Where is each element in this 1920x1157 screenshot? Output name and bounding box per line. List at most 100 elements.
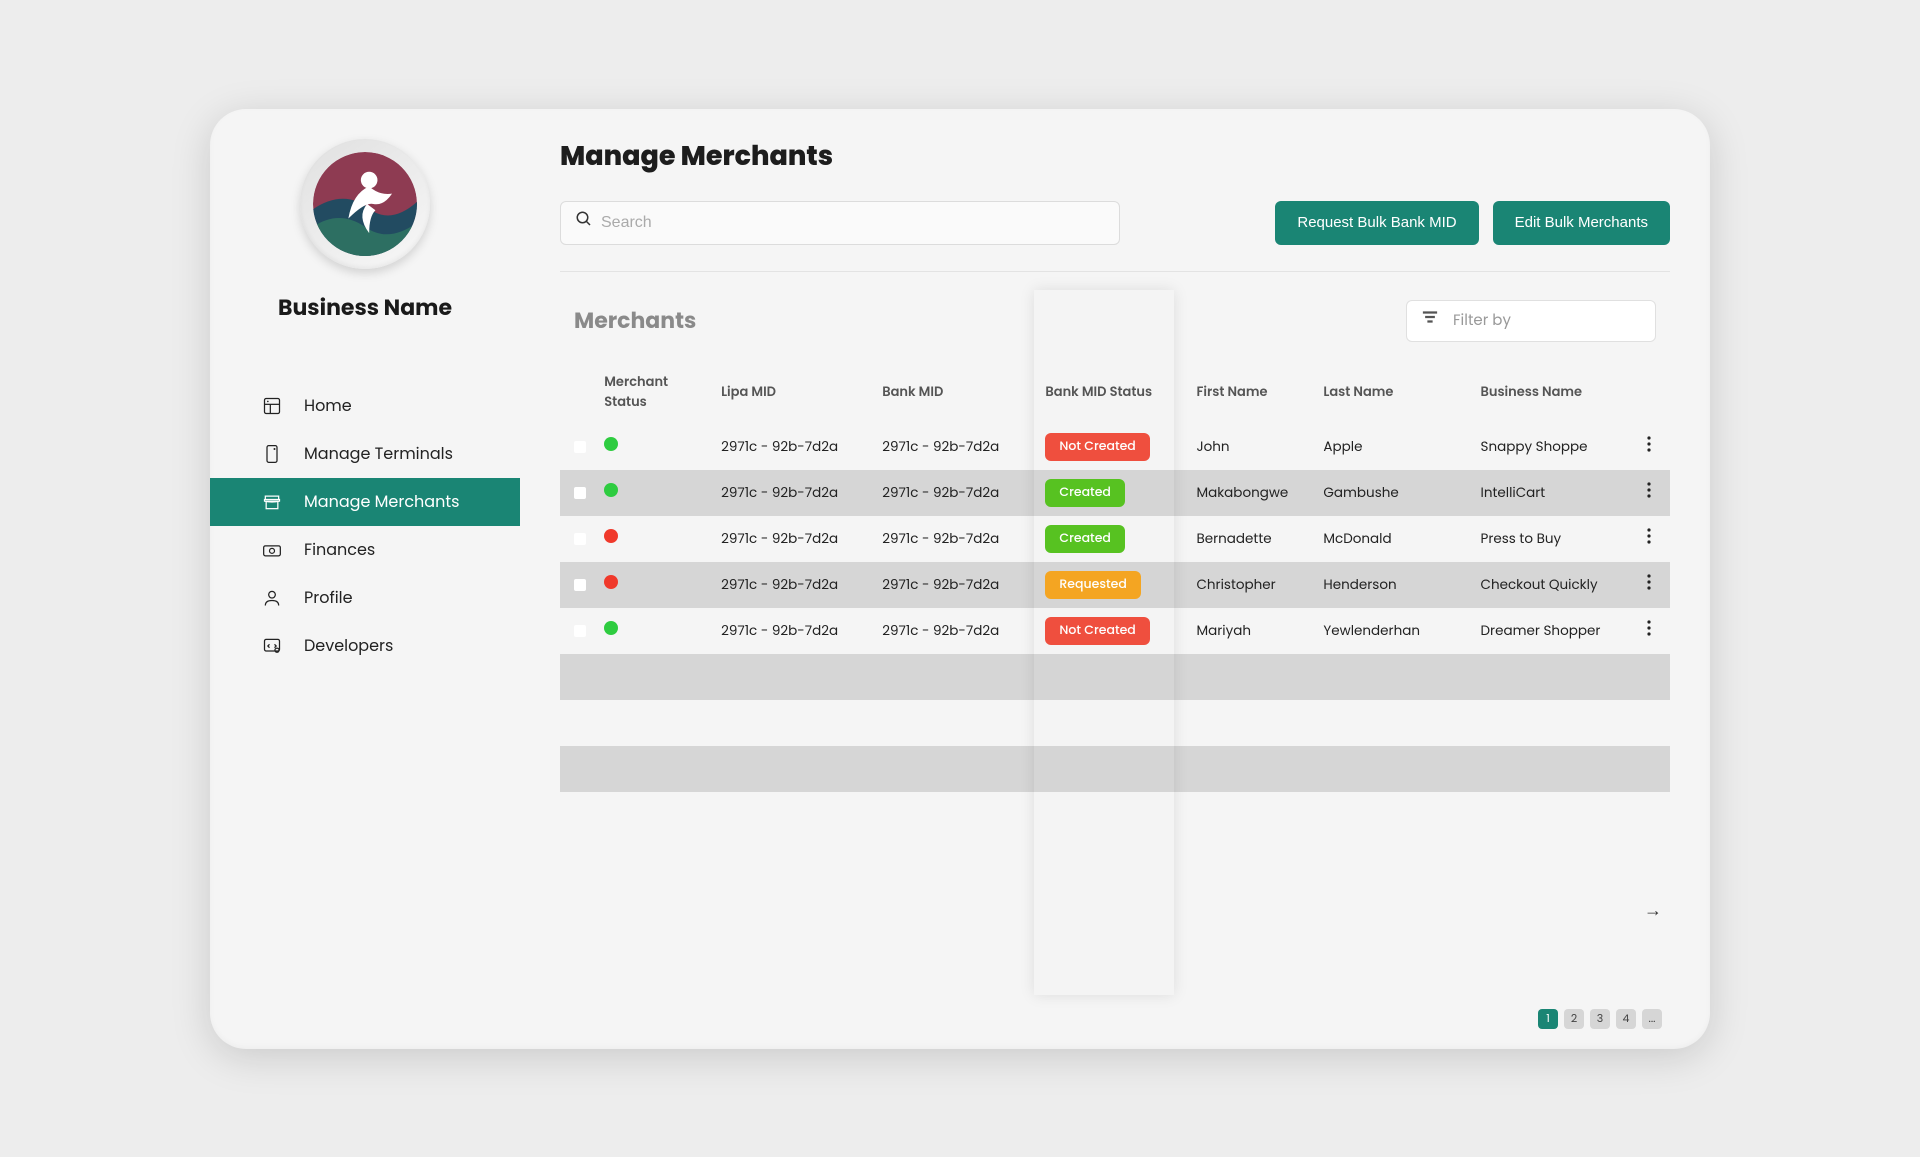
cell-last-name: Gambushe [1315, 470, 1472, 516]
table-row-empty [560, 746, 1670, 792]
home-icon [262, 396, 282, 416]
cell-first-name: John [1188, 424, 1315, 470]
sidebar-item-label: Manage Terminals [304, 441, 453, 466]
search-icon [575, 210, 601, 235]
cell-lipa-mid: 2971c - 92b-7d2a [713, 562, 874, 608]
cell-bank-mid: 2971c - 92b-7d2a [874, 562, 1037, 608]
cell-first-name: Bernadette [1188, 516, 1315, 562]
cell-lipa-mid: 2971c - 92b-7d2a [713, 516, 874, 562]
sidebar-item-label: Manage Merchants [304, 489, 460, 514]
row-checkbox[interactable] [574, 579, 586, 591]
page-1[interactable]: 1 [1538, 1009, 1558, 1029]
cell-bank-mid: 2971c - 92b-7d2a [874, 470, 1037, 516]
row-menu-icon[interactable] [1642, 480, 1656, 505]
search-input[interactable] [601, 214, 1105, 232]
col-merchant-status: Merchant Status [596, 360, 713, 424]
row-checkbox[interactable] [574, 533, 586, 545]
merchants-panel: Merchants Filter by Merchant Status L [560, 300, 1670, 1029]
row-checkbox[interactable] [574, 487, 586, 499]
cell-bank-mid: 2971c - 92b-7d2a [874, 424, 1037, 470]
row-menu-icon[interactable] [1642, 526, 1656, 551]
sidebar-item-finances[interactable]: Finances [210, 526, 520, 574]
cell-business-name: Dreamer Shopper [1473, 608, 1634, 654]
table-row[interactable]: 2971c - 92b-7d2a2971c - 92b-7d2a Requeste… [560, 562, 1670, 608]
sidebar-item-profile[interactable]: Profile [210, 574, 520, 622]
row-menu-icon[interactable] [1642, 618, 1656, 643]
col-first-name: First Name [1188, 360, 1315, 424]
sidebar: Business Name Home Manage Terminals Manage… [210, 109, 520, 1049]
table-row[interactable]: 2971c - 92b-7d2a2971c - 92b-7d2a Not Crea… [560, 424, 1670, 470]
sidebar-item-manage-merchants[interactable]: Manage Merchants [210, 478, 520, 526]
sidebar-item-label: Finances [304, 537, 375, 562]
finance-icon [262, 540, 282, 560]
logo-graphic [313, 152, 417, 256]
sidebar-item-home[interactable]: Home [210, 382, 520, 430]
col-bank-mid: Bank MID [874, 360, 1037, 424]
toolbar: Request Bulk Bank MID Edit Bulk Merchant… [560, 201, 1670, 272]
edit-bulk-merchants-button[interactable]: Edit Bulk Merchants [1493, 201, 1670, 245]
merchants-table: Merchant Status Lipa MID Bank MID Bank M… [560, 360, 1670, 792]
merchant-status-dot [604, 483, 618, 497]
cell-business-name: Checkout Quickly [1473, 562, 1634, 608]
cell-bank-mid: 2971c - 92b-7d2a [874, 516, 1037, 562]
table-row[interactable]: 2971c - 92b-7d2a2971c - 92b-7d2aCreatedM… [560, 470, 1670, 516]
page-2[interactable]: 2 [1564, 1009, 1584, 1029]
merchant-icon [262, 492, 282, 512]
merchant-status-dot [604, 575, 618, 589]
cell-business-name: Snappy Shoppe [1473, 424, 1634, 470]
cell-lipa-mid: 2971c - 92b-7d2a [713, 424, 874, 470]
filter-button[interactable]: Filter by [1406, 300, 1656, 342]
device-frame: Business Name Home Manage Terminals Manage… [210, 109, 1710, 1049]
cell-last-name: McDonald [1315, 516, 1472, 562]
sidebar-item-label: Profile [304, 585, 353, 610]
page-...[interactable]: ... [1642, 1009, 1662, 1029]
panel-title: Merchants [574, 304, 696, 337]
dev-icon [262, 636, 282, 656]
bank-mid-status-badge: Created [1045, 479, 1125, 507]
cell-first-name: Mariyah [1188, 608, 1315, 654]
filter-label: Filter by [1453, 309, 1511, 332]
filter-icon [1421, 308, 1439, 333]
row-checkbox[interactable] [574, 625, 586, 637]
sidebar-item-label: Home [304, 393, 352, 418]
table-footer: → 1234... [560, 967, 1670, 1029]
merchant-status-dot [604, 529, 618, 543]
request-bulk-mid-button[interactable]: Request Bulk Bank MID [1275, 201, 1478, 245]
page-4[interactable]: 4 [1616, 1009, 1636, 1029]
row-checkbox[interactable] [574, 441, 586, 453]
cell-bank-mid: 2971c - 92b-7d2a [874, 608, 1037, 654]
table-row[interactable]: 2971c - 92b-7d2a2971c - 92b-7d2a Created B… [560, 516, 1670, 562]
row-menu-icon[interactable] [1642, 572, 1656, 597]
page-title: Manage Merchants [560, 137, 1670, 177]
cell-lipa-mid: 2971c - 92b-7d2a [713, 470, 874, 516]
table-row[interactable]: 2971c - 92b-7d2a2971c - 92b-7d2a Not Crea… [560, 608, 1670, 654]
col-bank-mid-status: Bank MID Status [1037, 360, 1188, 424]
logo [300, 139, 430, 269]
scroll-right-arrow[interactable]: → [1644, 897, 1662, 924]
table-row-empty [560, 700, 1670, 746]
sidebar-item-manage-terminals[interactable]: Manage Terminals [210, 430, 520, 478]
page-3[interactable]: 3 [1590, 1009, 1610, 1029]
bank-mid-status-badge: Not Created [1045, 617, 1149, 645]
terminal-icon [262, 444, 282, 464]
cell-lipa-mid: 2971c - 92b-7d2a [713, 608, 874, 654]
pagination: 1234... [1538, 1009, 1662, 1029]
search-box[interactable] [560, 201, 1120, 245]
bank-mid-status-badge: Created [1045, 525, 1125, 553]
col-business-name: Business Name [1473, 360, 1634, 424]
bank-mid-status-badge: Not Created [1045, 433, 1149, 461]
business-name: Business Name [278, 291, 452, 324]
cell-business-name: IntelliCart [1473, 470, 1634, 516]
cell-last-name: Apple [1315, 424, 1472, 470]
row-menu-icon[interactable] [1642, 434, 1656, 459]
nav: Home Manage Terminals Manage Merchants Fina… [210, 382, 520, 670]
cell-last-name: Yewlenderhan [1315, 608, 1472, 654]
sidebar-item-developers[interactable]: Developers [210, 622, 520, 670]
panel-header: Merchants Filter by [560, 300, 1670, 360]
bank-mid-status-badge: Requested [1045, 571, 1140, 599]
merchant-status-dot [604, 621, 618, 635]
cell-last-name: Henderson [1315, 562, 1472, 608]
table-row-empty [560, 654, 1670, 700]
cell-first-name: Christopher [1188, 562, 1315, 608]
cell-business-name: Press to Buy [1473, 516, 1634, 562]
